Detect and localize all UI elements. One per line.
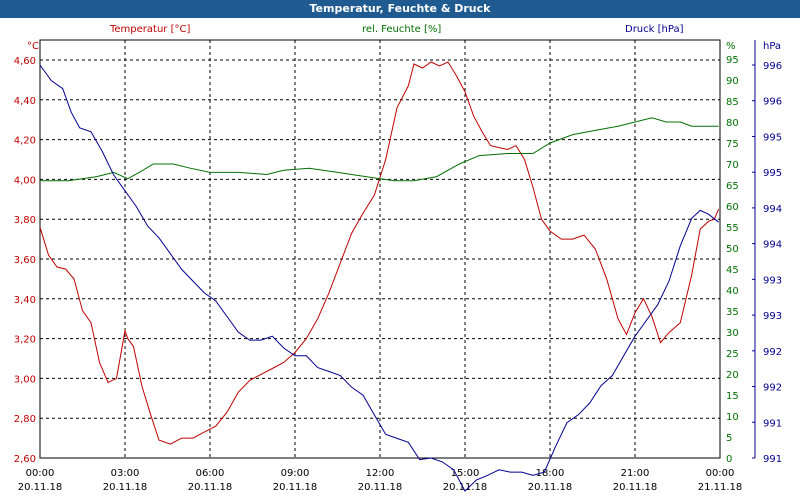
- y-left-tick-label: 2,60: [14, 454, 36, 465]
- y-left-tick-label: 2,80: [14, 414, 36, 425]
- y-left-tick-label: 3,80: [14, 215, 36, 226]
- y-right1-tick-label: 60: [726, 202, 739, 213]
- x-tick-time: 15:00: [451, 468, 480, 479]
- y-left-tick-label: 3,40: [14, 295, 36, 306]
- y-right2-tick-label: 996: [763, 61, 782, 72]
- y-right1-tick-label: 85: [726, 97, 739, 108]
- humidity-series-line: [40, 117, 719, 182]
- x-tick-date: 20.11.18: [18, 482, 63, 493]
- y-right1-tick-label: 70: [726, 160, 739, 171]
- y-right2-tick-label: 991: [763, 454, 782, 465]
- y-right1-tick-label: 25: [726, 349, 739, 360]
- y-left-tick-label: 3,60: [14, 255, 36, 266]
- y-right2-tick-label: 993: [763, 275, 782, 286]
- y-right1-tick-label: 30: [726, 328, 739, 339]
- y-right2-tick-label: 995: [763, 168, 782, 179]
- x-tick-date: 20.11.18: [443, 482, 488, 493]
- x-tick-time: 09:00: [281, 468, 310, 479]
- y-right2-tick-label: 995: [763, 132, 782, 143]
- pressure-series-line: [39, 64, 719, 492]
- x-tick-date: 21.11.18: [698, 482, 743, 493]
- y-right1-tick-label: 35: [726, 307, 739, 318]
- temperature-series-line: [39, 61, 720, 445]
- y-right2-tick-label: 996: [763, 97, 782, 108]
- y-right1-tick-label: 5: [726, 433, 732, 444]
- x-tick-time: 06:00: [196, 468, 225, 479]
- x-tick-time: 03:00: [111, 468, 140, 479]
- x-tick-date: 20.11.18: [613, 482, 658, 493]
- y-right2-tick-label: 994: [763, 240, 782, 251]
- x-tick-date: 20.11.18: [528, 482, 573, 493]
- x-tick-date: 20.11.18: [358, 482, 403, 493]
- y-left-tick-label: 4,40: [14, 96, 36, 107]
- y-right1-tick-label: 0: [726, 454, 732, 465]
- x-tick-date: 20.11.18: [273, 482, 318, 493]
- y-right1-tick-label: 95: [726, 55, 739, 66]
- y-left-unit: °C: [27, 41, 39, 52]
- x-tick-date: 20.11.18: [103, 482, 148, 493]
- legend-temperature: Temperatur [°C]: [110, 24, 191, 35]
- y-right2-unit: hPa: [763, 41, 781, 52]
- chart-title: Temperatur, Feuchte & Druck: [309, 2, 491, 15]
- y-right2-tick-label: 991: [763, 418, 782, 429]
- y-right1-tick-label: 80: [726, 118, 739, 129]
- y-right1-tick-label: 55: [726, 223, 739, 234]
- y-right1-tick-label: 90: [726, 76, 739, 87]
- y-right1-tick-label: 50: [726, 244, 739, 255]
- y-right2-tick-label: 992: [763, 383, 782, 394]
- y-left-tick-label: 4,60: [14, 56, 36, 67]
- x-tick-time: 12:00: [366, 468, 395, 479]
- title-bar: [0, 0, 800, 18]
- y-left-tick-label: 3,00: [14, 374, 36, 385]
- y-right1-tick-label: 40: [726, 286, 739, 297]
- y-right1-tick-label: 65: [726, 181, 739, 192]
- y-left-tick-label: 4,20: [14, 136, 36, 147]
- y-right2-tick-label: 992: [763, 347, 782, 358]
- y-right1-tick-label: 45: [726, 265, 739, 276]
- x-tick-time: 18:00: [536, 468, 565, 479]
- y-right1-unit: %: [726, 41, 736, 52]
- y-right1-tick-label: 10: [726, 412, 739, 423]
- y-left-tick-label: 3,20: [14, 335, 36, 346]
- legend-humidity: rel. Feuchte [%]: [362, 24, 442, 35]
- y-right2-tick-label: 993: [763, 311, 782, 322]
- legend-pressure: Druck [hPa]: [625, 24, 684, 35]
- y-right1-tick-label: 75: [726, 139, 739, 150]
- x-tick-time: 00:00: [706, 468, 735, 479]
- x-tick-time: 21:00: [621, 468, 650, 479]
- y-left-tick-label: 4,00: [14, 175, 36, 186]
- y-right2-tick-label: 994: [763, 204, 782, 215]
- x-tick-time: 00:00: [26, 468, 55, 479]
- x-tick-date: 20.11.18: [188, 482, 233, 493]
- y-right1-tick-label: 20: [726, 370, 739, 381]
- y-right1-tick-label: 15: [726, 391, 739, 402]
